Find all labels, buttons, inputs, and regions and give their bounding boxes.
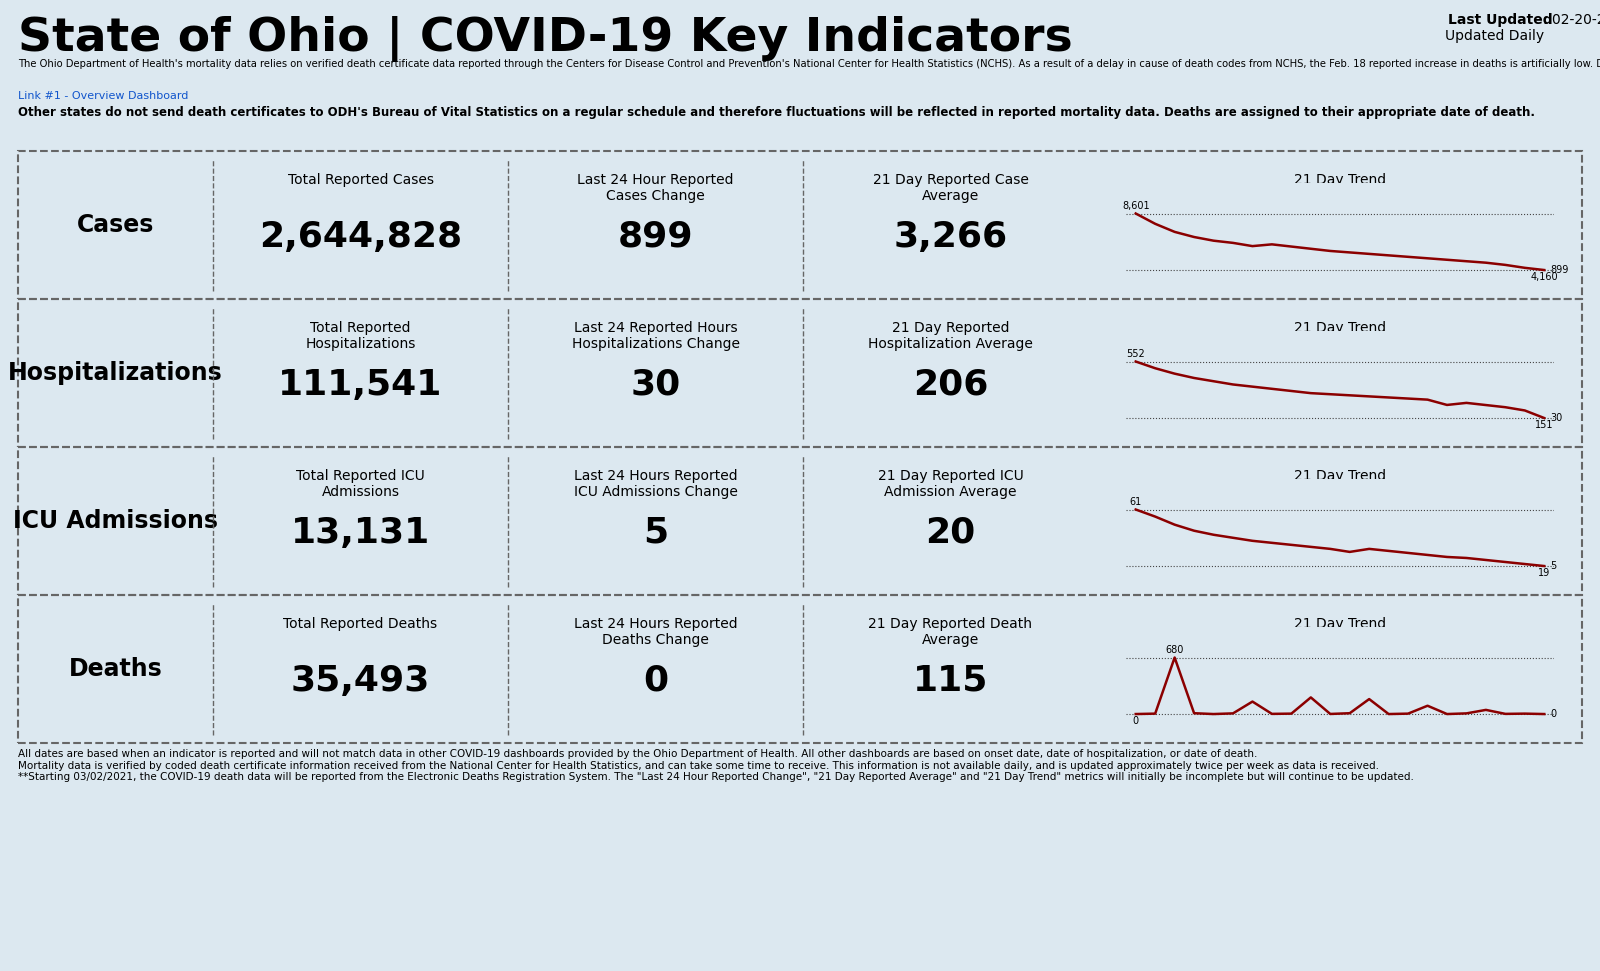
Text: 111,541: 111,541 xyxy=(278,368,443,402)
Text: Last 24 Hours Reported
ICU Admissions Change: Last 24 Hours Reported ICU Admissions Ch… xyxy=(573,469,738,499)
Text: Total Reported ICU
Admissions: Total Reported ICU Admissions xyxy=(296,469,426,499)
Text: 20: 20 xyxy=(925,516,976,550)
Bar xyxy=(18,151,1582,299)
Text: Total Reported Cases: Total Reported Cases xyxy=(288,173,434,187)
Text: Cases: Cases xyxy=(77,213,154,237)
Text: Updated Daily: Updated Daily xyxy=(1445,29,1544,43)
Text: 21 Day Trend: 21 Day Trend xyxy=(1294,173,1386,187)
Text: Total Reported Deaths: Total Reported Deaths xyxy=(283,617,437,631)
Text: Last 24 Hours Reported
Deaths Change: Last 24 Hours Reported Deaths Change xyxy=(574,617,738,648)
Text: ICU Admissions: ICU Admissions xyxy=(13,509,218,533)
Text: Other states do not send death certificates to ODH's Bureau of Vital Statistics : Other states do not send death certifica… xyxy=(18,106,1534,119)
Text: Deaths: Deaths xyxy=(69,657,162,681)
Text: State of Ohio | COVID-19 Key Indicators: State of Ohio | COVID-19 Key Indicators xyxy=(18,16,1072,62)
Text: 30: 30 xyxy=(630,368,680,402)
Text: Last Updated: Last Updated xyxy=(1448,13,1552,27)
Bar xyxy=(18,447,1582,595)
Text: 115: 115 xyxy=(914,664,989,698)
Text: 21 Day Trend: 21 Day Trend xyxy=(1294,617,1386,631)
Bar xyxy=(18,595,1582,743)
Text: Link #1 - Overview Dashboard: Link #1 - Overview Dashboard xyxy=(18,91,189,101)
Text: 206: 206 xyxy=(914,368,989,402)
Text: 21 Day Reported ICU
Admission Average: 21 Day Reported ICU Admission Average xyxy=(878,469,1024,499)
Text: Last 24 Reported Hours
Hospitalizations Change: Last 24 Reported Hours Hospitalizations … xyxy=(571,321,739,352)
Text: Hospitalizations: Hospitalizations xyxy=(8,361,222,385)
Text: : 02-20-22: : 02-20-22 xyxy=(1542,13,1600,27)
Text: All dates are based when an indicator is reported and will not match data in oth: All dates are based when an indicator is… xyxy=(18,749,1414,783)
Text: 21 Day Reported Death
Average: 21 Day Reported Death Average xyxy=(869,617,1032,648)
Text: 0: 0 xyxy=(643,664,669,698)
Text: Last 24 Hour Reported
Cases Change: Last 24 Hour Reported Cases Change xyxy=(578,173,734,203)
Text: 21 Day Trend: 21 Day Trend xyxy=(1294,469,1386,483)
Text: 5: 5 xyxy=(643,516,669,550)
Bar xyxy=(18,299,1582,447)
Text: 2,644,828: 2,644,828 xyxy=(259,219,462,253)
Text: 13,131: 13,131 xyxy=(291,516,430,550)
Text: Total Reported
Hospitalizations: Total Reported Hospitalizations xyxy=(306,321,416,352)
Text: 3,266: 3,266 xyxy=(893,219,1008,253)
Text: 21 Day Trend: 21 Day Trend xyxy=(1294,321,1386,335)
Text: 899: 899 xyxy=(618,219,693,253)
Text: 35,493: 35,493 xyxy=(291,664,430,698)
Text: 21 Day Reported
Hospitalization Average: 21 Day Reported Hospitalization Average xyxy=(869,321,1034,352)
Text: The Ohio Department of Health's mortality data relies on verified death certific: The Ohio Department of Health's mortalit… xyxy=(18,59,1600,69)
Text: 21 Day Reported Case
Average: 21 Day Reported Case Average xyxy=(872,173,1029,203)
